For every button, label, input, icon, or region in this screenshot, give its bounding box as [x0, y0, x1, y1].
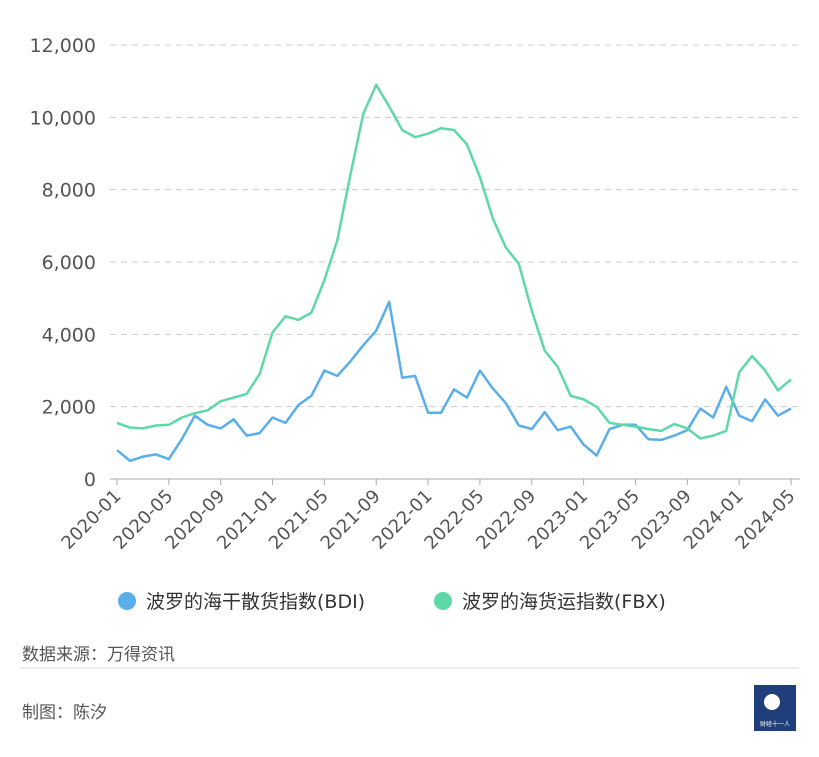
legend-label: 波罗的海货运指数(FBX) [462, 591, 666, 613]
y-tick-label: 4,000 [42, 324, 96, 346]
y-tick-label: 10,000 [30, 107, 96, 129]
y-tick-label: 12,000 [30, 35, 96, 57]
line-series [116, 300, 792, 463]
y-tick-label: 2,000 [42, 397, 96, 419]
legend-swatch [434, 592, 452, 610]
y-tick-label: 0 [84, 469, 96, 491]
source: 数据来源：万得资讯 [22, 645, 175, 665]
y-tick-label: 6,000 [42, 252, 96, 274]
logo-text: 财经十一人 [760, 720, 790, 728]
logo-globe [764, 694, 780, 710]
line-series [116, 83, 792, 440]
credit: 制图：陈汐 [22, 703, 107, 723]
y-tick-label: 8,000 [42, 180, 96, 202]
legend-swatch [118, 592, 136, 610]
legend-label: 波罗的海干散货指数(BDI) [146, 591, 365, 613]
